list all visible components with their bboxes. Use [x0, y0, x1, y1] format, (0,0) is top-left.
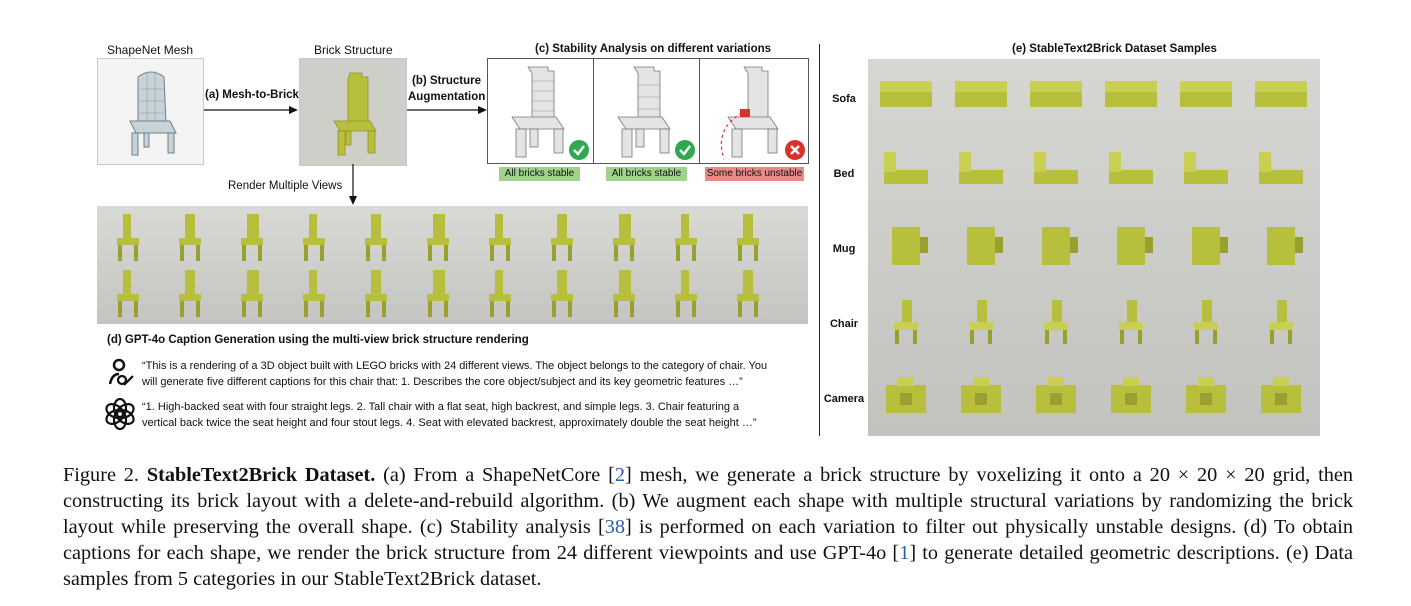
bed-sample — [1034, 152, 1078, 184]
bed-sample — [959, 152, 1003, 184]
caption-title: StableText2Brick Dataset. — [146, 464, 376, 486]
sofa-sample — [955, 81, 1007, 107]
chair-sample — [894, 300, 918, 344]
caption-text-3: ] is performed on each variation to filt… — [63, 516, 1353, 564]
chair-view — [117, 214, 139, 261]
prompt-line-1: “This is a rendering of a 3D object buil… — [142, 360, 768, 372]
category-camera: Camera — [823, 393, 865, 405]
bed-sample — [1184, 152, 1228, 184]
category-mug: Mug — [832, 243, 856, 255]
cross-icon — [785, 140, 805, 160]
chair-view — [675, 270, 697, 317]
structure-augmentation-label-1: (b) Structure — [412, 75, 481, 87]
chair-view — [613, 270, 635, 317]
bed-sample — [1259, 152, 1303, 184]
panel-divider — [819, 44, 820, 436]
chair-sample — [1044, 300, 1068, 344]
chair-view — [365, 270, 387, 317]
mug-sample — [967, 227, 1003, 265]
sofa-sample — [880, 81, 932, 107]
mug-sample — [1192, 227, 1228, 265]
camera-sample — [1261, 377, 1301, 413]
status-badge-3: Some bricks unstable — [705, 167, 804, 181]
render-arrow — [349, 164, 357, 205]
mesh-to-brick-label: (a) Mesh-to-Brick — [205, 89, 299, 101]
caption-text-2: ] mesh, we generate a brick structure by… — [63, 464, 1353, 538]
chair-view — [241, 214, 263, 261]
brick-structure-image — [299, 58, 407, 166]
mesh-to-brick-arrow — [204, 106, 298, 114]
mug-sample — [1042, 227, 1078, 265]
chair-view — [117, 270, 139, 317]
chair-view — [365, 214, 387, 261]
camera-sample — [1186, 377, 1226, 413]
structure-augmentation-label-2: Augmentation — [408, 91, 486, 103]
chair-view — [179, 214, 201, 261]
status-badge-1: All bricks stable — [499, 167, 580, 181]
sofa-sample — [1105, 81, 1157, 107]
camera-sample — [886, 377, 926, 413]
stability-title: (c) Stability Analysis on different vari… — [535, 43, 772, 55]
user-icon — [108, 358, 134, 386]
camera-sample — [1111, 377, 1151, 413]
mug-sample — [892, 227, 928, 265]
bed-sample — [884, 152, 928, 184]
chair-sample — [1269, 300, 1293, 344]
check-icon — [675, 140, 695, 160]
shapenet-mesh-image — [97, 58, 204, 165]
check-icon — [569, 140, 589, 160]
citation-link[interactable]: 38 — [604, 516, 626, 538]
variation-3-image — [699, 58, 809, 164]
citation-link[interactable]: 2 — [614, 464, 626, 486]
multi-view-renderings — [97, 206, 808, 324]
render-views-label: Render Multiple Views — [228, 180, 343, 192]
category-bed: Bed — [833, 168, 855, 180]
chair-view — [551, 270, 573, 317]
response-line-2: vertical back twice the seat height and … — [142, 417, 757, 429]
chair-sample — [1119, 300, 1143, 344]
chair-sample — [1194, 300, 1218, 344]
chair-view — [551, 214, 573, 261]
chair-view — [737, 270, 759, 317]
figure-caption: Figure 2. StableText2Brick Dataset. (a) … — [63, 462, 1353, 592]
bed-sample — [1109, 152, 1153, 184]
chair-view — [737, 214, 759, 261]
response-line-1: “1. High-backed seat with four straight … — [142, 401, 740, 413]
chair-view — [427, 214, 449, 261]
chair-view — [303, 214, 325, 261]
brick-structure-title: Brick Structure — [314, 43, 393, 57]
caption-prefix: Figure 2. — [63, 464, 147, 486]
chair-view — [303, 270, 325, 317]
category-chair: Chair — [829, 318, 859, 330]
caption-text-1: (a) From a ShapeNetCore [ — [375, 464, 615, 486]
variation-2-image — [593, 58, 700, 164]
camera-sample — [961, 377, 1001, 413]
mesh-title: ShapeNet Mesh — [107, 43, 194, 57]
sofa-sample — [1180, 81, 1232, 107]
chair-view — [489, 214, 511, 261]
chair-sample — [969, 300, 993, 344]
sofa-sample — [1030, 81, 1082, 107]
camera-sample — [1036, 377, 1076, 413]
chair-view — [241, 270, 263, 317]
openai-logo-icon — [105, 397, 135, 431]
category-sofa: Sofa — [832, 93, 856, 105]
chair-view — [427, 270, 449, 317]
citation-link[interactable]: 1 — [899, 542, 910, 564]
mug-sample — [1267, 227, 1303, 265]
chair-view — [179, 270, 201, 317]
prompt-line-2: will generate five different captions fo… — [142, 376, 743, 388]
mug-sample — [1117, 227, 1153, 265]
sofa-sample — [1255, 81, 1307, 107]
caption-generation-title: (d) GPT-4o Caption Generation using the … — [107, 334, 529, 346]
dataset-samples-title: (e) StableText2Brick Dataset Samples — [1012, 43, 1217, 55]
variation-1-image — [487, 58, 594, 164]
augmentation-arrow — [407, 106, 487, 114]
chair-view — [675, 214, 697, 261]
chair-view — [489, 270, 511, 317]
status-badge-2: All bricks stable — [606, 167, 687, 181]
chair-view — [613, 214, 635, 261]
caption-text-4: ] to generate detailed geometric descrip… — [63, 542, 1353, 590]
dataset-samples-grid — [868, 59, 1320, 436]
